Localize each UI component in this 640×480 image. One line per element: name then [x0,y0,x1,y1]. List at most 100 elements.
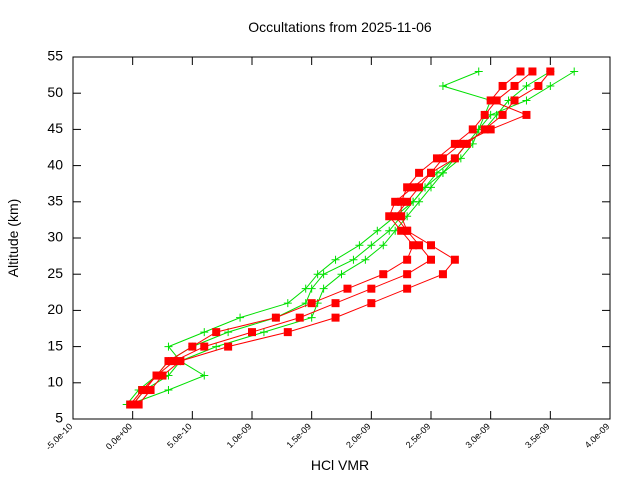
point-marker [134,400,143,409]
point-marker [283,328,292,337]
point-marker [248,328,256,337]
point-marker [403,197,412,206]
point-marker [480,125,489,134]
point-marker [138,386,147,395]
point-marker [176,357,185,366]
point-marker [331,313,340,322]
point-marker [403,284,412,293]
point-marker [462,139,471,148]
point-marker [415,168,424,177]
point-marker [164,357,173,366]
point-marker [283,299,292,308]
y-tick-label: 15 [47,337,63,353]
point-marker [456,139,465,148]
point-marker [438,270,447,279]
point-marker [295,313,304,322]
point-marker [438,81,447,90]
point-marker [486,125,495,134]
point-marker [546,81,555,90]
point-marker [528,67,537,76]
point-marker [200,328,209,337]
point-marker [468,125,477,134]
point-marker [415,241,424,250]
point-marker [516,67,525,76]
point-marker [164,342,173,351]
plot-area [122,67,579,409]
point-marker [224,342,233,351]
point-marker [409,183,418,192]
point-marker [379,270,388,279]
y-tick-label: 20 [47,301,63,317]
point-marker [349,255,358,264]
point-marker [450,255,459,264]
point-marker [438,168,447,177]
point-marker [391,197,400,206]
point-marker [427,168,435,177]
point-marker [367,284,376,293]
point-marker [170,357,179,366]
point-marker [415,183,424,192]
point-marker [397,197,406,206]
point-marker [319,284,328,293]
point-marker [432,154,441,163]
point-marker [158,371,167,380]
point-marker [409,241,418,250]
y-tick-label: 40 [47,156,63,172]
point-marker [307,299,316,308]
point-marker [510,96,519,105]
point-marker [337,270,346,279]
point-marker [331,299,340,308]
point-marker [570,67,579,76]
point-marker [534,81,543,90]
x-axis-label: HCl VMR [311,457,369,473]
point-marker [403,226,412,235]
y-tick-label: 25 [47,265,63,281]
point-marker [236,313,245,322]
point-marker [480,110,489,119]
point-marker [331,255,340,264]
point-marker [522,81,531,90]
profile-line [128,71,492,405]
y-axis-label: Altitude (km) [5,199,21,278]
y-tick-label: 35 [47,193,63,209]
point-marker [126,400,135,409]
point-marker [212,342,221,351]
point-marker [200,342,209,351]
point-marker [522,96,531,105]
point-marker [510,81,519,90]
point-marker [391,212,400,221]
y-tick-label: 5 [55,410,63,426]
point-marker [397,226,406,235]
point-marker [546,67,555,76]
y-tick-label: 10 [47,374,63,390]
point-marker [403,183,412,192]
y-tick-label: 45 [47,120,63,136]
point-marker [212,328,221,337]
point-marker [313,270,322,279]
point-marker [450,139,459,148]
y-tick-label: 55 [47,48,63,64]
point-marker [367,299,376,308]
point-marker [271,313,280,322]
point-marker [200,371,209,380]
point-marker [427,241,435,250]
point-marker [474,67,483,76]
point-marker [164,386,173,395]
point-marker [385,212,394,221]
point-marker [492,96,501,105]
point-marker [259,328,268,337]
point-marker [427,255,435,264]
chart-title: Occultations from 2025-11-06 [248,19,432,35]
point-marker [373,226,382,235]
point-marker [522,110,531,119]
point-marker [379,241,388,250]
point-marker [403,270,412,279]
point-marker [301,284,310,293]
point-marker [152,371,161,380]
point-marker [355,241,364,250]
point-marker [146,386,155,395]
point-marker [361,255,370,264]
point-marker [438,154,447,163]
